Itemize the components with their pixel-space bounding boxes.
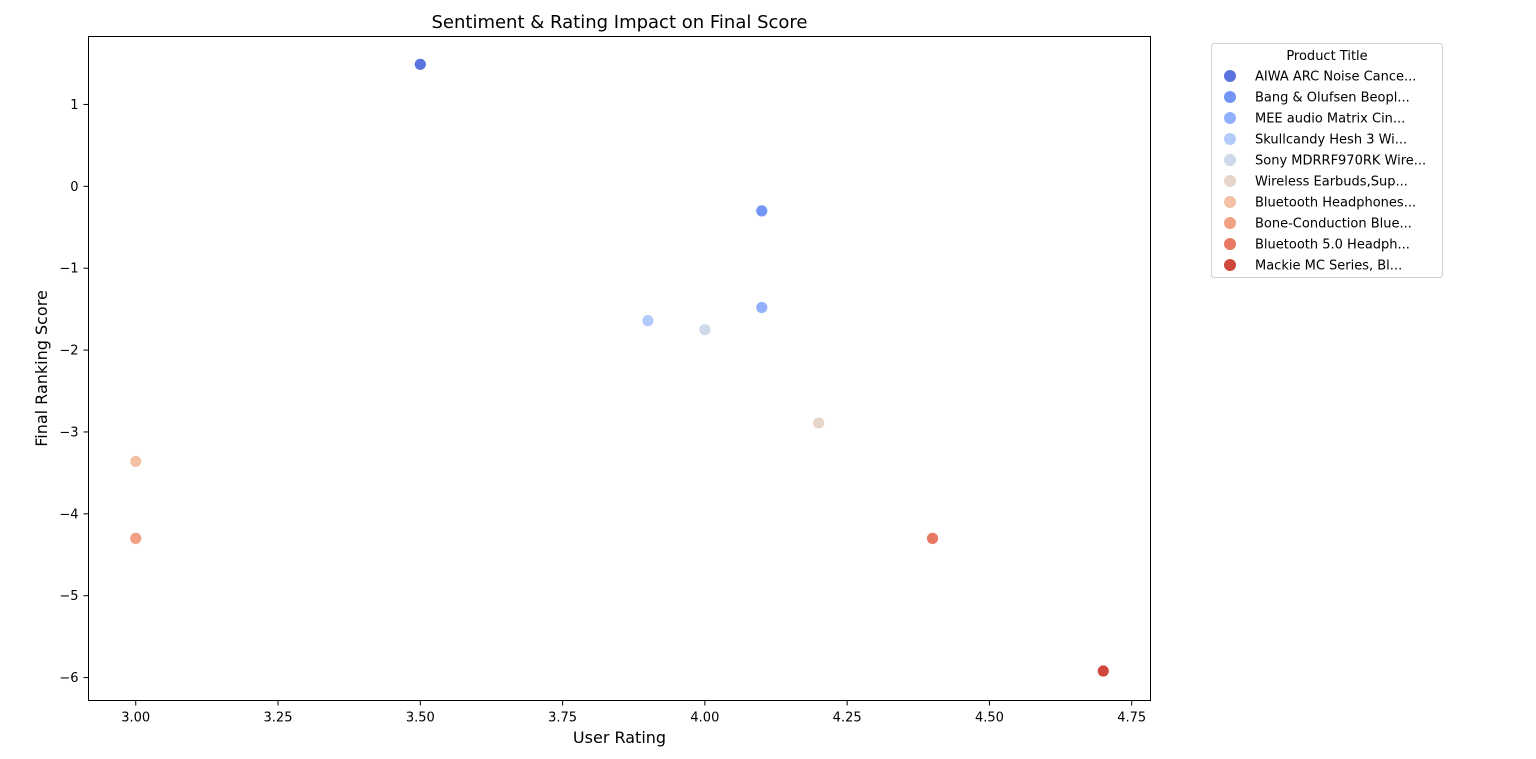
legend-marker [1224,259,1236,271]
data-point [698,323,712,337]
legend-marker [1224,238,1236,250]
data-point [413,57,427,71]
chart-title: Sentiment & Rating Impact on Final Score [431,12,807,33]
y-tick-label: −6 [59,671,78,686]
legend-marker [1224,196,1236,208]
data-point [641,314,655,328]
x-tick-label: 4.00 [690,711,719,726]
y-axis-label: Final Ranking Score [32,290,51,447]
legend-marker [1224,91,1236,103]
x-tick-label: 4.25 [833,711,862,726]
legend-label: AIWA ARC Noise Cance... [1255,70,1416,85]
legend-marker [1224,154,1236,166]
x-tick-label: 4.50 [975,711,1004,726]
y-tick-label: −1 [59,262,78,277]
legend-label: Bone-Conduction Blue... [1255,217,1412,232]
y-tick-label: −2 [59,344,78,359]
data-point [1096,664,1110,678]
legend-marker [1224,70,1236,82]
data-point [812,416,826,430]
x-tick-label: 4.75 [1117,711,1146,726]
x-tick-label: 3.25 [264,711,293,726]
legend-label: MEE audio Matrix Cin... [1255,112,1405,127]
y-tick-label: 0 [70,180,78,195]
legend-marker [1224,175,1236,187]
plot-area-frame [88,36,1151,701]
legend-label: Mackie MC Series, Bl... [1255,259,1402,274]
legend-label: Skullcandy Hesh 3 Wi... [1255,133,1407,148]
x-tick-label: 3.00 [121,711,150,726]
y-tick-label: −3 [59,425,78,440]
x-tick-label: 3.75 [548,711,577,726]
x-axis-label: User Rating [573,728,666,747]
data-point [755,301,769,314]
data-point [926,531,939,545]
legend: Product Title AIWA ARC Noise Cance... Ban… [1211,43,1443,278]
x-tick-label: 3.50 [406,711,435,726]
legend-label: Bluetooth 5.0 Headph... [1255,238,1410,253]
legend-marker [1224,133,1236,145]
legend-label: Wireless Earbuds,Sup... [1255,175,1408,190]
legend-label: Bluetooth Headphones... [1255,196,1416,211]
legend-box [1211,43,1443,278]
legend-label: Sony MDRRF970RK Wire... [1255,154,1426,169]
legend-label: Bang & Olufsen Beopl... [1255,91,1410,106]
data-point [129,531,143,545]
y-tick-label: −5 [59,589,78,604]
legend-title: Product Title [1286,49,1367,64]
data-point [129,455,143,468]
y-tick-label: −4 [59,507,78,522]
legend-marker [1224,217,1236,229]
y-tick-label: 1 [70,98,78,113]
data-point [755,204,769,218]
legend-marker [1224,112,1236,124]
